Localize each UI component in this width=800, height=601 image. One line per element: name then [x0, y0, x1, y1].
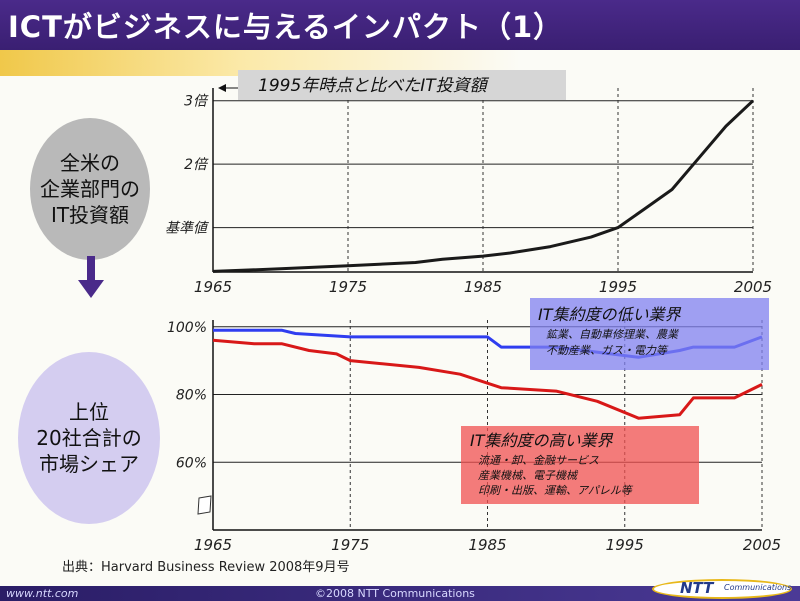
y-tick-label: 100% — [167, 320, 207, 336]
annotation-box — [238, 70, 566, 100]
footer-bar — [0, 586, 800, 601]
logo-subtext: Communications — [724, 583, 792, 592]
y-tick-label: 3倍 — [184, 94, 209, 110]
down-arrow-icon — [78, 256, 104, 298]
x-tick-label: 1985 — [464, 278, 502, 296]
legend-detail-high: 印刷・出版、運輸、アパレル等 — [478, 484, 634, 497]
series-line-high-it — [212, 338, 763, 420]
label-it-investment: 全米の 企業部門の IT投資額 — [30, 118, 150, 260]
x-tick-label: 1985 — [468, 536, 506, 554]
x-tick-label: 1975 — [331, 536, 369, 554]
legend-title-high: IT集約度の高い業界 — [470, 431, 613, 450]
chart-it-investment: 基準値 2倍 3倍 1965 1975 1985 1995 2005 1995年時点と比べたIT… — [165, 70, 772, 296]
logo-oval — [652, 579, 792, 599]
footer-url: www.ntt.com — [6, 587, 79, 600]
legend-detail-low: 鉱業、自動車修理業、農業 — [546, 328, 680, 341]
source-note: 出典：Harvard Business Review 2008年9月号 — [62, 560, 350, 575]
annotation-text: 1995年時点と比べたIT投資額 — [258, 76, 490, 96]
legend-title-low: IT集約度の低い業界 — [538, 305, 681, 324]
ntt-logo: NTT Communications — [652, 574, 800, 601]
label-market-share: 上位 20社合計の 市場シェア — [18, 352, 160, 524]
x-tick-label: 2005 — [734, 278, 772, 296]
y-tick-label: 80% — [176, 388, 207, 404]
series-line-it-investment — [212, 99, 755, 273]
title-bar: ICTがビジネスに与えるインパクト（1） — [0, 0, 800, 50]
x-tick-label: 1965 — [194, 278, 232, 296]
x-tick-label: 1995 — [599, 278, 637, 296]
legend-detail-high: 産業機械、電子機械 — [478, 469, 579, 482]
footer-copyright: ©2008 NTT Communications — [315, 587, 475, 600]
y-tick-label: 基準値 — [165, 221, 209, 237]
logo-text: NTT — [680, 579, 714, 597]
x-tick-label: 1975 — [329, 278, 367, 296]
axis-break-icon — [197, 495, 212, 515]
x-tick-label: 2005 — [743, 536, 781, 554]
slide-title: ICTがビジネスに与えるインパクト（1） — [8, 10, 564, 44]
legend-detail-low: 不動産業、ガス・電力等 — [546, 344, 669, 357]
legend-box-low — [530, 298, 769, 370]
y-tick-label: 60% — [176, 455, 207, 471]
x-tick-label: 1965 — [194, 536, 232, 554]
chart-market-share: 60% 80% 100% 1965 1975 1985 1995 2005 IT集約度の低い業界… — [167, 298, 781, 554]
x-tick-label: 1995 — [606, 536, 644, 554]
y-tick-label: 2倍 — [184, 157, 209, 173]
legend-detail-high: 流通・卸、金融サービス — [478, 454, 599, 467]
legend-box-high — [461, 426, 699, 504]
annotation-arrow-icon — [218, 84, 226, 92]
